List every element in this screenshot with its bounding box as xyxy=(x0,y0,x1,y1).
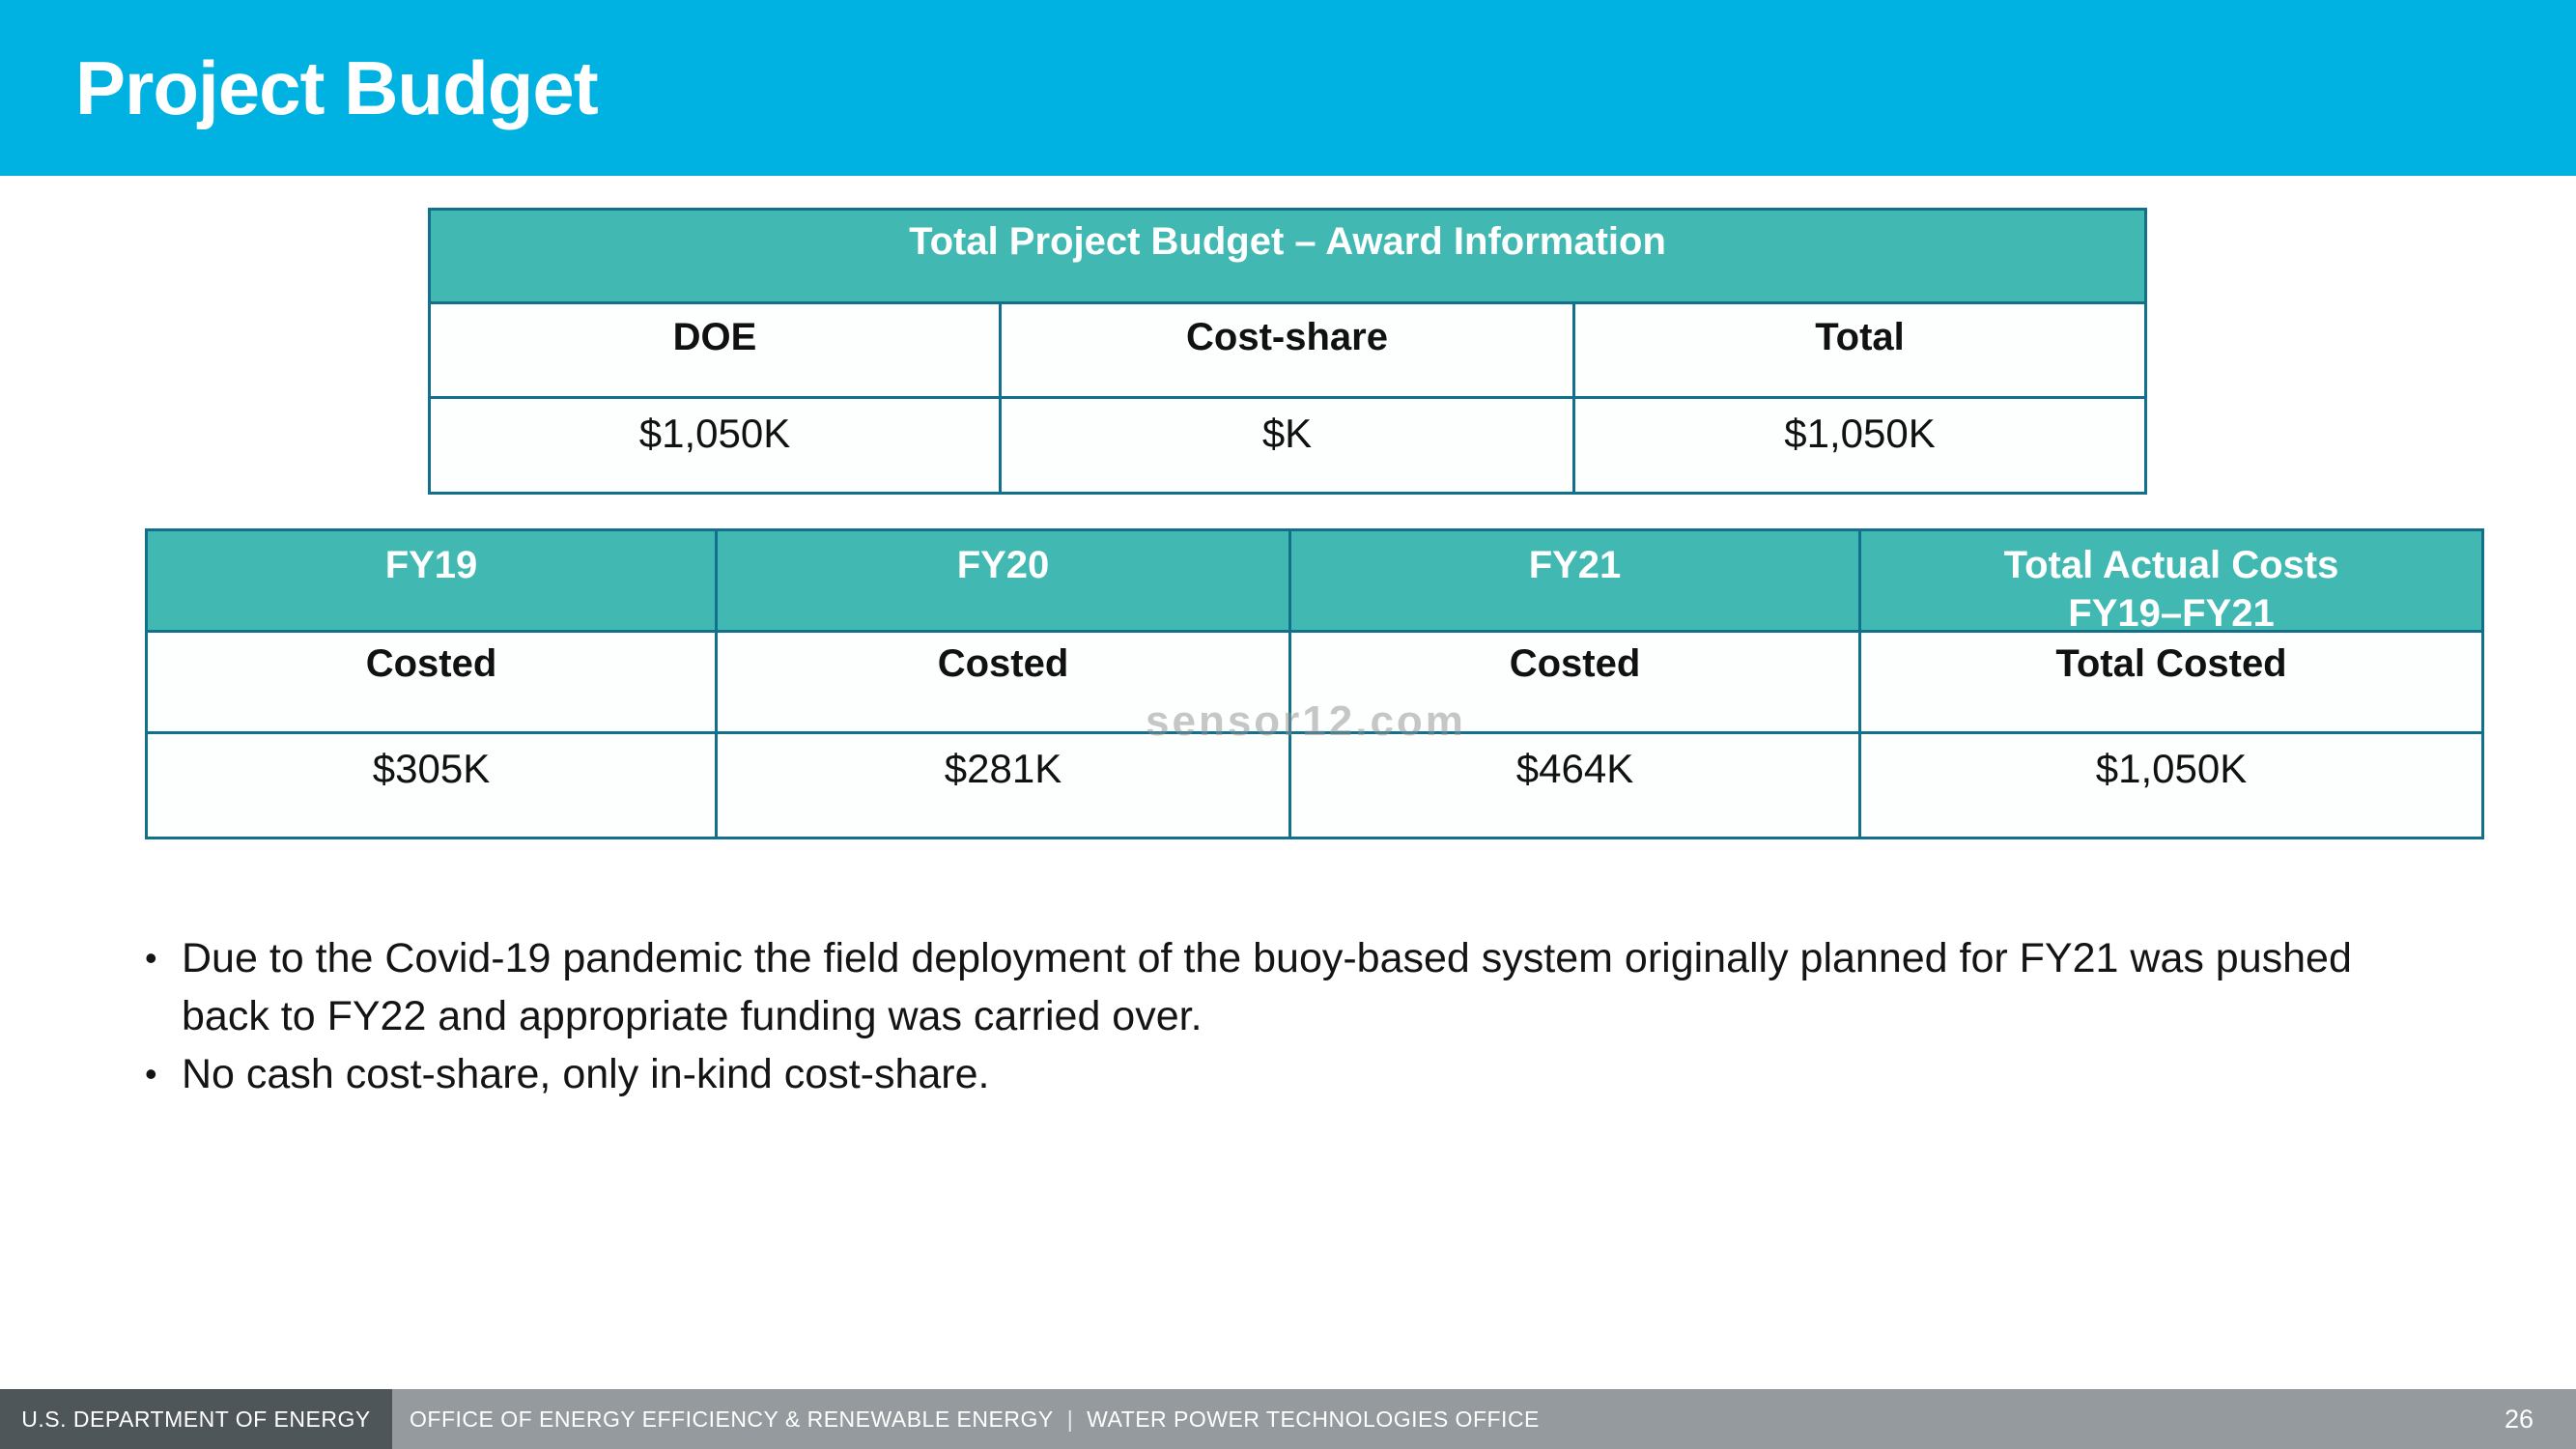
award-information-table: Total Project Budget – Award Information… xyxy=(428,208,2147,495)
costs-value-fy20: $281K xyxy=(718,734,1291,837)
costs-label-fy21: Costed xyxy=(1291,633,1861,734)
award-table-title: Total Project Budget – Award Information xyxy=(431,211,2144,304)
list-item: Due to the Covid-19 pandemic the field d… xyxy=(145,929,2410,1045)
footer-office-label: OFFICE OF ENERGY EFFICIENCY & RENEWABLE … xyxy=(410,1406,1054,1432)
costs-label-total: Total Costed xyxy=(1861,633,2481,734)
list-item: No cash cost-share, only in-kind cost-sh… xyxy=(145,1045,2410,1103)
footer-program-label: WATER POWER TECHNOLOGIES OFFICE xyxy=(1087,1406,1540,1432)
award-value-doe: $1,050K xyxy=(431,399,1002,492)
costs-header-fy21: FY21 xyxy=(1291,531,1861,633)
award-value-total: $1,050K xyxy=(1575,399,2144,492)
notes-list: Due to the Covid-19 pandemic the field d… xyxy=(145,929,2410,1103)
page-title: Project Budget xyxy=(75,44,599,130)
footer-department-label: U.S. DEPARTMENT OF ENERGY xyxy=(21,1406,371,1432)
costs-header-total: Total Actual Costs FY19–FY21 xyxy=(1861,531,2481,635)
costs-value-fy19: $305K xyxy=(148,734,718,837)
footer-office-text: OFFICE OF ENERGY EFFICIENCY & RENEWABLE … xyxy=(410,1389,1540,1449)
award-col-header-total: Total xyxy=(1575,304,2144,399)
actual-costs-table: FY19 FY20 FY21 Total Actual Costs FY19–F… xyxy=(145,528,2484,839)
costs-value-fy21: $464K xyxy=(1291,734,1861,837)
footer-department-box: U.S. DEPARTMENT OF ENERGY xyxy=(0,1389,392,1449)
title-bar: Project Budget xyxy=(0,0,2576,176)
page-number: 26 xyxy=(2504,1404,2534,1434)
costs-header-total-line2: FY19–FY21 xyxy=(2068,592,2275,635)
footer-divider: | xyxy=(1066,1406,1074,1432)
award-col-header-doe: DOE xyxy=(431,304,1002,399)
costs-header-total-line1: Total Actual Costs xyxy=(2003,544,2339,586)
footer-bar: U.S. DEPARTMENT OF ENERGY OFFICE OF ENER… xyxy=(0,1389,2576,1449)
costs-label-fy19: Costed xyxy=(148,633,718,734)
costs-label-fy20: Costed xyxy=(718,633,1291,734)
award-value-cost-share: $K xyxy=(1002,399,1575,492)
costs-value-total: $1,050K xyxy=(1861,734,2481,837)
costs-header-fy20: FY20 xyxy=(718,531,1291,633)
costs-header-fy19: FY19 xyxy=(148,531,718,633)
award-col-header-cost-share: Cost-share xyxy=(1002,304,1575,399)
